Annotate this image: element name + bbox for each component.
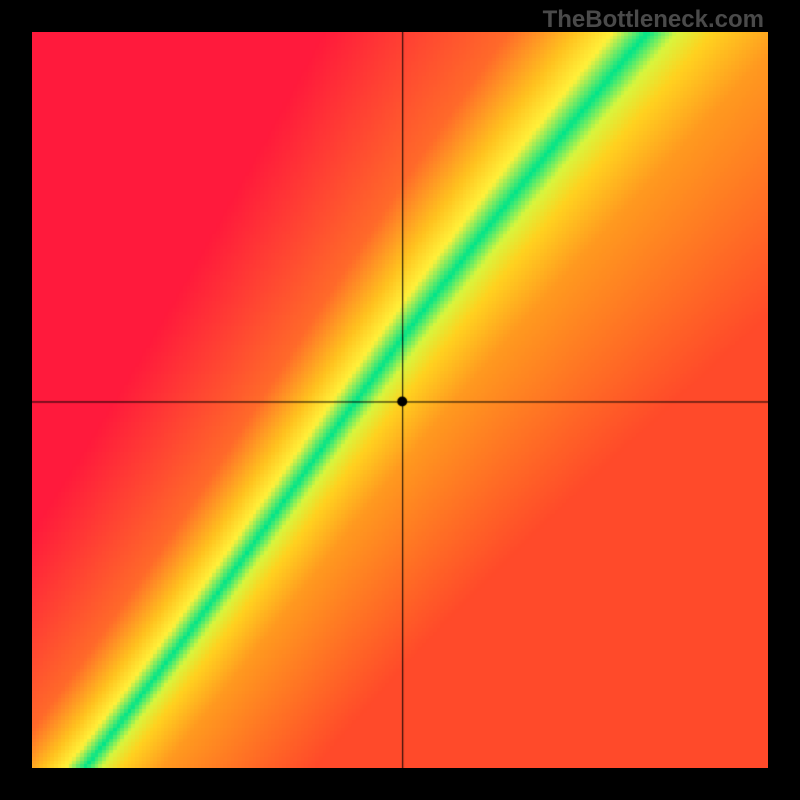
bottleneck-heatmap — [32, 32, 768, 768]
watermark-text: TheBottleneck.com — [543, 6, 764, 34]
